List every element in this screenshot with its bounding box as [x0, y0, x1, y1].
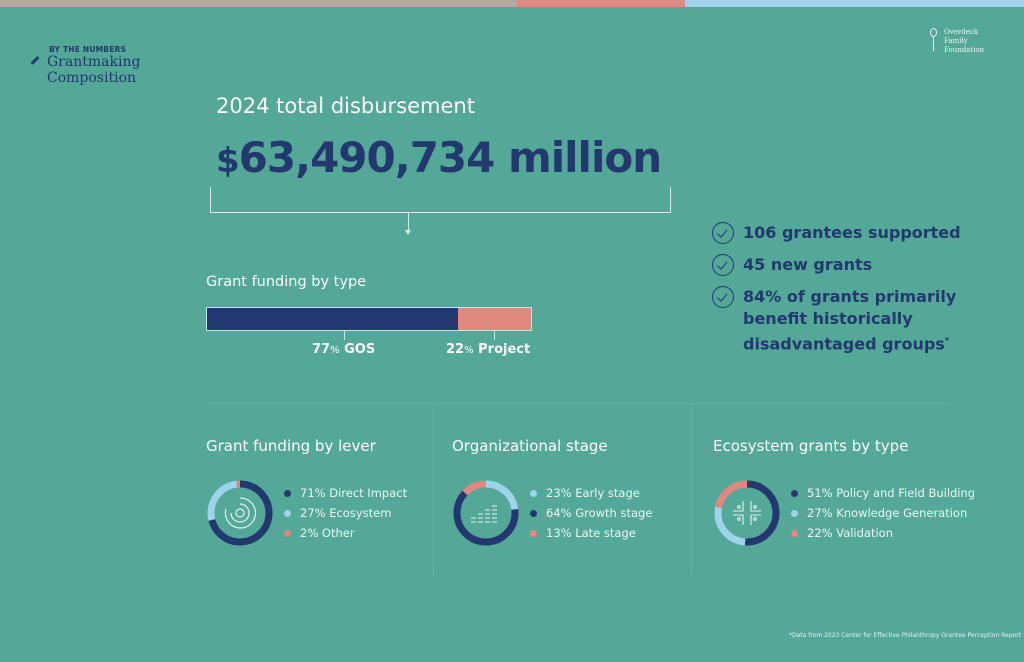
legend-item: 23% Early stage	[530, 483, 652, 503]
logo-line2: Family	[944, 37, 968, 45]
donut-chart-ecosystem	[713, 479, 781, 547]
amount-unit: million	[508, 133, 662, 182]
currency-symbol: $	[216, 141, 240, 181]
project-label: 22% Project	[446, 342, 531, 357]
brand-title-line2: Composition	[47, 70, 137, 86]
foundation-logo: Overdeck Family Foundation	[930, 28, 984, 55]
bar-segment-gos	[207, 308, 459, 330]
panel-title: Grant funding by lever	[206, 437, 376, 455]
donut-chart-stage	[452, 479, 520, 547]
check-circle-icon	[712, 254, 734, 276]
brand-title-line1: Grantmaking	[47, 54, 141, 70]
brand-header: BY THE NUMBERS Grantmaking Composition	[30, 45, 140, 86]
gos-label: 77% GOS	[312, 342, 376, 357]
growth-bars-icon	[471, 505, 497, 523]
disbursement-amount: $63,490,734 million	[216, 133, 662, 182]
pencil-icon	[30, 55, 40, 66]
down-arrow-icon	[405, 230, 411, 235]
topbar-segment-blue	[685, 0, 1024, 7]
funding-type-bar	[206, 307, 532, 331]
logo-line3: Foundation	[944, 46, 985, 54]
legend-item: 2% Other	[284, 523, 407, 543]
key-icon	[930, 28, 938, 52]
topbar-segment-salmon	[517, 0, 685, 7]
stat-text: 106 grantees supported	[743, 223, 961, 242]
legend: 71% Direct Impact 27% Ecosystem 2% Other	[284, 483, 407, 543]
stat-item: 84% of grants primarily benefit historic…	[712, 286, 963, 355]
legend-item: 22% Validation	[791, 523, 975, 543]
topbar-segment-gray	[0, 0, 517, 7]
panel-funding-by-lever: Grant funding by lever 71% Direct Impact	[206, 437, 407, 547]
legend-item: 71% Direct Impact	[284, 483, 407, 503]
legend-item: 27% Ecosystem	[284, 503, 407, 523]
legend-item: 51% Policy and Field Building	[791, 483, 975, 503]
panel-title: Organizational stage	[452, 437, 608, 455]
down-arrow-line	[408, 213, 410, 232]
legend: 23% Early stage 64% Growth stage 13% Lat…	[530, 483, 652, 543]
funding-type-title: Grant funding by type	[206, 274, 367, 290]
panel-title: Ecosystem grants by type	[713, 437, 909, 455]
stat-text: 84% of grants primarily benefit historic…	[743, 287, 957, 354]
top-color-bar	[0, 0, 1024, 7]
bracket-divider	[210, 187, 671, 213]
panel-ecosystem-grants: Ecosystem grants by type 51% Policy	[713, 437, 975, 547]
tick-project	[494, 331, 495, 340]
legend-item: 27% Knowledge Generation	[791, 503, 975, 523]
tick-gos	[344, 331, 345, 340]
legend-item: 64% Growth stage	[530, 503, 652, 523]
check-circle-icon	[712, 286, 734, 308]
stat-item: 45 new grants	[712, 254, 963, 276]
column-divider	[433, 403, 434, 575]
legend-item: 13% Late stage	[530, 523, 652, 543]
bar-segment-project	[458, 308, 531, 330]
footnote: *Data from 2023 Center for Effective Phi…	[789, 632, 1022, 639]
disbursement-label: 2024 total disbursement	[216, 94, 475, 118]
concentric-circles-icon	[224, 497, 257, 529]
panel-organizational-stage: Organizational stage 23%	[452, 437, 652, 547]
column-divider	[691, 403, 692, 575]
crossroads-icon	[733, 501, 761, 525]
legend: 51% Policy and Field Building 27% Knowle…	[791, 483, 975, 543]
check-circle-icon	[712, 222, 734, 244]
stat-text: 45 new grants	[743, 255, 873, 274]
stats-list: 106 grantees supported 45 new grants 84%…	[712, 222, 963, 365]
stat-item: 106 grantees supported	[712, 222, 963, 244]
logo-line1: Overdeck	[944, 28, 978, 36]
brand-kicker: BY THE NUMBERS	[49, 45, 127, 54]
section-divider	[206, 403, 950, 404]
donut-chart-lever	[206, 479, 274, 547]
amount-value: 63,490,734	[238, 133, 496, 182]
